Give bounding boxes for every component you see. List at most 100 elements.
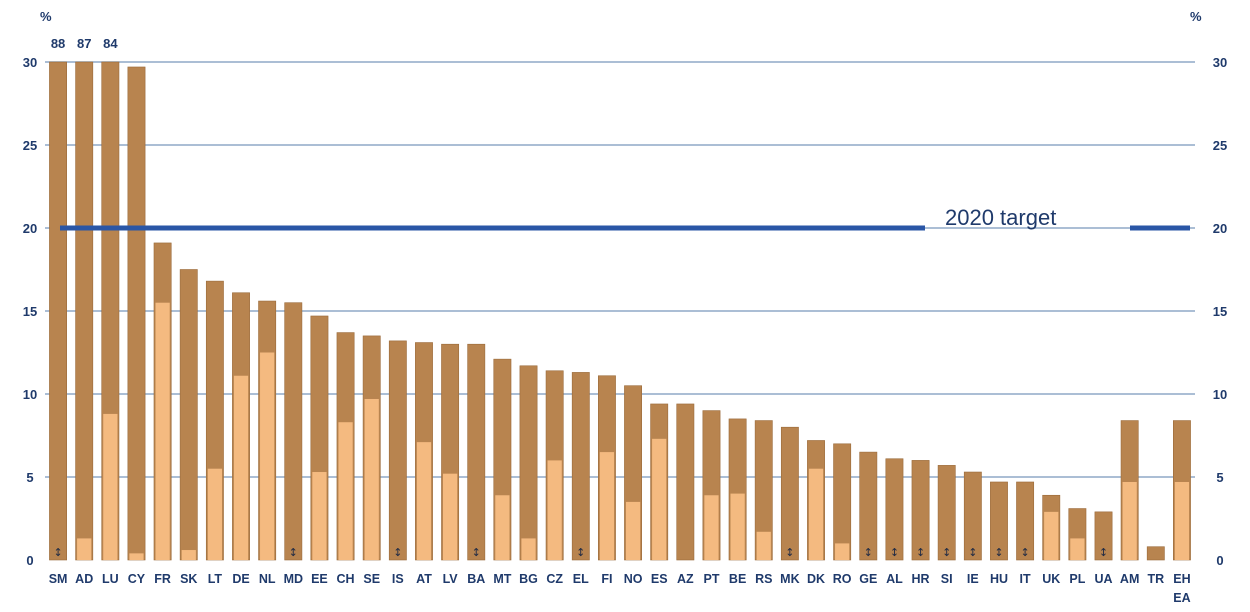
axis-ticks: 0 0 5 5 10 10 15 15 20 20 25 25 30 30 xyxy=(23,55,1227,568)
y-tick-label-left: 20 xyxy=(23,221,37,236)
bar-lower-segment xyxy=(599,452,615,560)
y-tick-label-left: 15 xyxy=(23,304,37,319)
category-label: SI xyxy=(941,572,953,586)
overflow-value-label: 88 xyxy=(51,36,65,51)
bar-lower-segment xyxy=(756,531,771,560)
category-label: CZ xyxy=(546,572,563,586)
category-label: CH xyxy=(337,572,355,586)
y-tick-label-left: 25 xyxy=(23,138,37,153)
y-tick-label-right: 5 xyxy=(1216,470,1223,485)
target-label: 2020 target xyxy=(945,205,1056,230)
category-label: AM xyxy=(1120,572,1139,586)
bar-total xyxy=(179,269,198,561)
y-tick-label-left: 0 xyxy=(26,553,33,568)
bar-lower-segment xyxy=(442,473,458,560)
bar-total xyxy=(963,471,982,561)
bar-lower-segment xyxy=(416,442,432,560)
bar-lower-segment xyxy=(521,538,536,560)
bar-lower-segment xyxy=(1122,481,1137,560)
small-value-marker: ↕ xyxy=(393,546,402,559)
bar-total xyxy=(990,481,1008,561)
bar-lower-segment xyxy=(652,438,667,560)
bar-total xyxy=(911,460,930,561)
category-label: IE xyxy=(967,572,979,586)
small-value-marker: ↕ xyxy=(1099,546,1108,559)
small-value-marker: ↕ xyxy=(53,546,62,559)
bar-lower-segment xyxy=(207,468,223,560)
small-value-marker: ↕ xyxy=(289,546,298,559)
y-tick-label-right: 15 xyxy=(1213,304,1227,319)
bar-lower-segment xyxy=(835,543,850,560)
category-label: SE xyxy=(363,572,380,586)
bar-lower-segment xyxy=(1174,481,1190,560)
category-label: MK xyxy=(780,572,799,586)
bar-lower-segment xyxy=(129,553,144,560)
bar-total xyxy=(676,403,695,561)
bar-lower-segment xyxy=(1070,538,1085,560)
category-label: BE xyxy=(729,572,746,586)
category-label: AT xyxy=(416,572,432,586)
category-label: DK xyxy=(807,572,825,586)
bar-lower-segment xyxy=(312,472,327,560)
category-label: PT xyxy=(703,572,719,586)
category-label: MT xyxy=(493,572,511,586)
small-value-marker: ↕ xyxy=(890,546,899,559)
bar-lower-segment xyxy=(181,550,196,560)
category-label: IS xyxy=(392,572,404,586)
bar-lower-segment xyxy=(625,501,641,560)
category-label: PL xyxy=(1069,572,1085,586)
y-tick-label-right: 20 xyxy=(1213,221,1227,236)
category-label: NL xyxy=(259,572,276,586)
bar-lower-segment xyxy=(495,495,510,560)
bar-lower-segment xyxy=(808,468,824,560)
y-tick-label-left: 30 xyxy=(23,55,37,70)
bar-lower-segment xyxy=(233,375,249,560)
bar-total xyxy=(885,458,904,561)
category-label: AL xyxy=(886,572,903,586)
bar-total xyxy=(937,465,956,561)
category-label: SM xyxy=(49,572,68,586)
overflow-value-label: 84 xyxy=(103,36,118,51)
y-axis-unit-left: % xyxy=(40,9,52,24)
category-label: HR xyxy=(912,572,930,586)
bar-total xyxy=(519,365,538,561)
category-label: TR xyxy=(1147,572,1164,586)
bar-total xyxy=(1016,481,1035,561)
bar-lower-segment xyxy=(155,302,170,560)
category-label: LU xyxy=(102,572,119,586)
bar-lower-segment xyxy=(364,398,379,560)
category-label: CY xyxy=(128,572,146,586)
category-labels: SM AD LU CY FR SK LT DE NL MD EE CH SE IS AT LV BA MT BG CZ… xyxy=(49,572,1191,605)
category-label: ES xyxy=(651,572,668,586)
bar-lower-segment xyxy=(704,495,719,560)
category-label: LT xyxy=(208,572,223,586)
small-value-marker: ↕ xyxy=(785,546,794,559)
bar-lower-segment xyxy=(260,352,275,560)
bar-total xyxy=(1094,511,1113,561)
category-label: RS xyxy=(755,572,772,586)
y-tick-label-right: 30 xyxy=(1213,55,1227,70)
bar-total xyxy=(780,426,799,561)
overflow-labels: 88 87 84 xyxy=(51,36,119,51)
bar-total xyxy=(75,61,94,561)
category-label: EL xyxy=(573,572,589,586)
bar-total xyxy=(833,443,852,561)
category-label: FI xyxy=(601,572,612,586)
bar-lower-segment xyxy=(77,538,92,560)
category-label: EE xyxy=(311,572,328,586)
bar-lower-segment xyxy=(103,413,118,560)
bar-lower-segment xyxy=(547,460,562,560)
small-value-marker: ↕ xyxy=(916,546,925,559)
category-label: MD xyxy=(284,572,303,586)
bar-total xyxy=(571,372,590,561)
category-label: BA xyxy=(467,572,485,586)
bar-total xyxy=(859,451,878,561)
bar-lower-segment xyxy=(338,422,353,560)
category-label: FR xyxy=(154,572,171,586)
bars xyxy=(49,61,1191,561)
y-tick-label-right: 0 xyxy=(1216,553,1223,568)
category-label: AZ xyxy=(677,572,694,586)
y-tick-label-left: 10 xyxy=(23,387,37,402)
small-value-marker: ↕ xyxy=(1021,546,1030,559)
